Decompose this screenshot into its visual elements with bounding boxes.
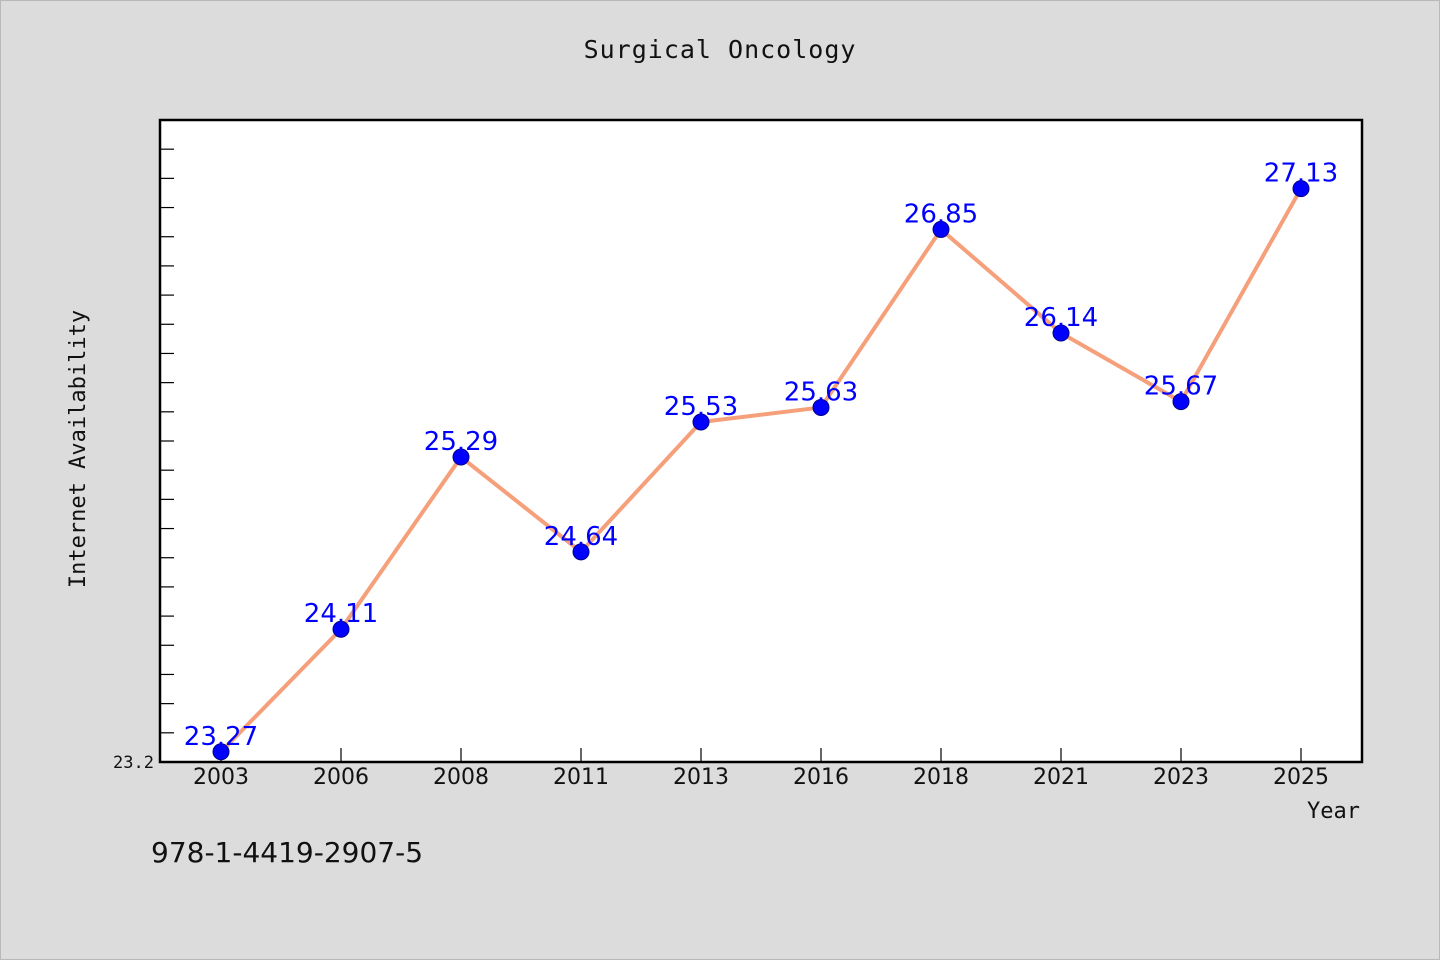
y-axis-tick-labels: 23.2 (113, 753, 154, 773)
data-label: 25.53 (664, 392, 738, 422)
data-point (1052, 324, 1070, 342)
data-label: 24.11 (304, 599, 378, 629)
chart-title: Surgical Oncology (583, 35, 857, 64)
x-tick-label: 2016 (793, 765, 849, 790)
data-label: 26.85 (904, 199, 978, 229)
data-label: 24.64 (544, 522, 618, 552)
x-axis-title: Year (1307, 799, 1360, 824)
footer-isbn: 978-1-4419-2907-5 (151, 836, 424, 869)
data-label: 26.14 (1024, 303, 1098, 333)
data-point (812, 398, 830, 416)
data-point (452, 448, 470, 466)
x-tick-label: 2025 (1273, 765, 1329, 790)
data-label: 27.13 (1264, 159, 1338, 189)
data-point (1292, 180, 1310, 198)
data-point (932, 220, 950, 238)
y-axis-ticks (160, 148, 174, 763)
x-tick-label: 2013 (673, 765, 729, 790)
y-tick-label: 23.2 (113, 753, 154, 773)
data-point (692, 413, 710, 431)
x-tick-label: 2003 (193, 765, 249, 790)
x-tick-label: 2023 (1153, 765, 1209, 790)
x-tick-label: 2011 (553, 765, 609, 790)
data-point (332, 620, 350, 638)
y-axis-title: Internet Availability (66, 310, 91, 588)
data-point (572, 543, 590, 561)
data-point (212, 743, 230, 761)
data-label: 25.63 (784, 377, 858, 407)
x-tick-label: 2008 (433, 765, 489, 790)
x-axis-tick-labels: 2003 2006 2008 2011 2013 2016 2018 2021 2023 2025 (193, 765, 1329, 790)
data-label: 23.27 (184, 722, 258, 752)
data-labels: 23.27 24.11 25.29 24.64 25.53 25.63 26.85 26.14… (184, 159, 1338, 752)
plot-area (158, 118, 1364, 764)
series-markers (212, 180, 1310, 761)
data-point (1172, 393, 1190, 411)
data-label: 25.29 (424, 427, 498, 457)
data-label: 25.67 (1144, 372, 1218, 402)
x-tick-label: 2006 (313, 765, 369, 790)
x-tick-label: 2021 (1033, 765, 1089, 790)
x-tick-label: 2018 (913, 765, 969, 790)
series-line (219, 187, 1303, 754)
x-axis-ticks (220, 748, 1302, 762)
